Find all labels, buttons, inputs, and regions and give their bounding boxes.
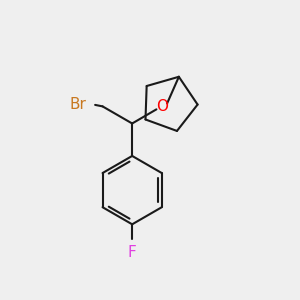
Text: Br: Br: [69, 98, 86, 112]
Text: F: F: [128, 245, 136, 260]
Text: O: O: [156, 99, 168, 114]
